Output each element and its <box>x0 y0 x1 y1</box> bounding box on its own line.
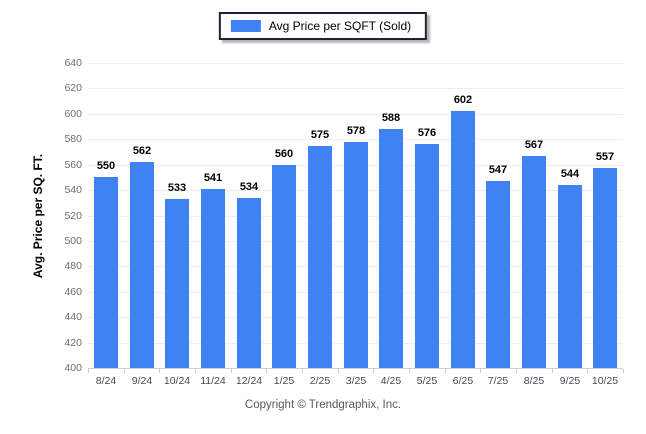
x-axis-label: 3/25 <box>345 375 367 387</box>
y-axis-tick-label: 540 <box>64 184 82 196</box>
bar <box>486 181 510 368</box>
x-axis-label: 10/25 <box>591 375 619 387</box>
x-axis-label: 11/24 <box>200 375 226 387</box>
bar-value-label: 567 <box>524 139 544 151</box>
gridline <box>88 88 623 89</box>
bar <box>451 111 475 368</box>
x-axis-label: 9/25 <box>559 375 581 387</box>
x-axis-tick <box>195 369 196 373</box>
x-axis-label: 12/24 <box>235 375 263 387</box>
y-axis-tick-label: 400 <box>64 362 82 374</box>
bar <box>415 144 439 368</box>
x-axis-tick <box>480 369 481 373</box>
bar <box>379 129 403 368</box>
legend-label: Avg Price per SQFT (Sold) <box>268 19 412 33</box>
bar-value-label: 547 <box>488 164 508 176</box>
x-axis-tick <box>88 369 89 373</box>
x-axis-tick <box>587 369 588 373</box>
x-axis-label: 8/24 <box>95 375 117 387</box>
y-axis-tick-label: 560 <box>64 159 82 171</box>
x-axis-label: 7/25 <box>487 375 509 387</box>
x-axis-tick <box>623 369 624 373</box>
x-axis-tick <box>409 369 410 373</box>
x-axis-label: 10/24 <box>163 375 191 387</box>
bar-value-label: 541 <box>203 172 223 184</box>
copyright-text: Copyright © Trendgraphix, Inc. <box>244 399 402 411</box>
bar <box>344 142 368 368</box>
x-axis-tick <box>373 369 374 373</box>
bar <box>130 162 154 368</box>
bar <box>308 146 332 368</box>
y-axis-tick-label: 440 <box>64 311 82 323</box>
x-axis-label: 8/25 <box>523 375 545 387</box>
bar-value-label: 533 <box>167 182 187 194</box>
y-axis-tick-label: 460 <box>64 286 82 298</box>
bar-value-label: 578 <box>346 125 366 137</box>
x-axis-tick <box>159 369 160 373</box>
x-axis-tick <box>302 369 303 373</box>
y-axis-tick-label: 620 <box>64 82 82 94</box>
bar <box>165 199 189 368</box>
bar <box>272 165 296 368</box>
x-axis-label: 4/25 <box>380 375 402 387</box>
y-axis-tick-label: 640 <box>64 57 82 69</box>
x-axis-tick <box>552 369 553 373</box>
legend-swatch <box>230 20 261 32</box>
y-axis-tick-label: 500 <box>64 235 82 247</box>
gridline <box>88 139 623 140</box>
bar <box>237 198 261 368</box>
bar-value-label: 562 <box>132 145 152 157</box>
x-axis-tick <box>231 369 232 373</box>
x-axis-label: 9/24 <box>131 375 153 387</box>
bar <box>201 189 225 368</box>
y-axis-tick-label: 600 <box>64 108 82 120</box>
x-axis-label: 6/25 <box>452 375 474 387</box>
x-axis-line <box>88 368 623 369</box>
y-axis-tick-label: 480 <box>64 260 82 272</box>
bar-value-label: 534 <box>239 181 259 193</box>
gridline <box>88 114 623 115</box>
bar <box>522 156 546 368</box>
x-axis-label: 2/25 <box>309 375 331 387</box>
bar-value-label: 575 <box>310 129 330 141</box>
x-axis-tick <box>266 369 267 373</box>
legend: Avg Price per SQFT (Sold) <box>218 12 428 40</box>
bar-value-label: 550 <box>96 160 116 172</box>
y-axis-tick-label: 520 <box>64 210 82 222</box>
bar-value-label: 544 <box>560 168 580 180</box>
y-axis-tick-label: 580 <box>64 133 82 145</box>
bar <box>558 185 582 368</box>
bar-value-label: 588 <box>381 112 401 124</box>
x-axis-tick <box>124 369 125 373</box>
x-axis-tick <box>516 369 517 373</box>
x-axis-tick <box>338 369 339 373</box>
bar-value-label: 602 <box>453 94 473 106</box>
x-axis-label: 1/25 <box>273 375 295 387</box>
bar-value-label: 576 <box>417 127 437 139</box>
bar-value-label: 557 <box>595 151 615 163</box>
x-axis-label: 5/25 <box>416 375 438 387</box>
bar-value-label: 560 <box>274 148 294 160</box>
bar <box>593 168 617 368</box>
gridline <box>88 63 623 64</box>
bar <box>94 177 118 368</box>
y-axis-tick-label: 420 <box>64 337 82 349</box>
x-axis-tick <box>445 369 446 373</box>
